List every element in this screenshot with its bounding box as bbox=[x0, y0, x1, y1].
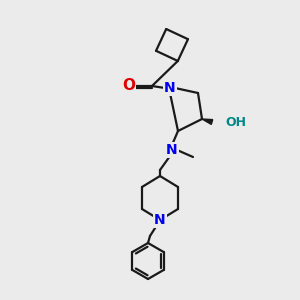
Text: OH: OH bbox=[225, 116, 246, 128]
Text: O: O bbox=[122, 79, 136, 94]
Polygon shape bbox=[202, 119, 213, 124]
Text: N: N bbox=[154, 213, 166, 227]
Text: N: N bbox=[166, 143, 178, 157]
Text: N: N bbox=[164, 81, 176, 95]
